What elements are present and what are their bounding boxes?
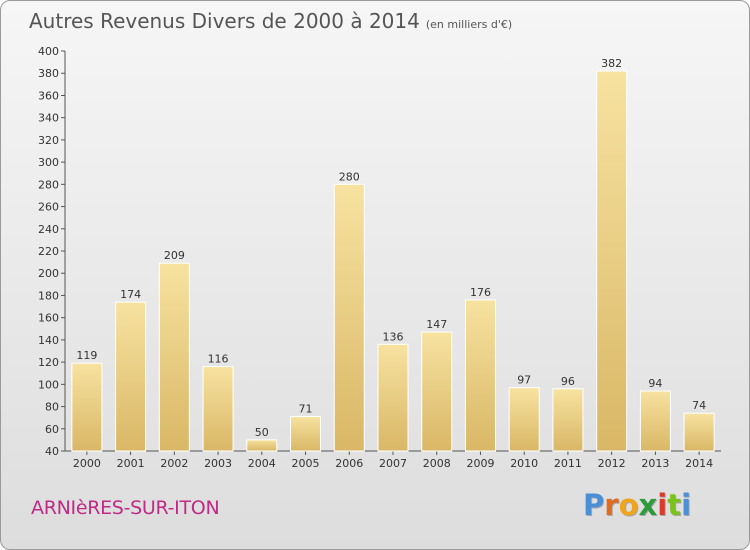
data-label-2012: 382 xyxy=(601,57,622,70)
y-tick-label: 100 xyxy=(38,378,59,391)
data-label-2007: 136 xyxy=(383,330,404,343)
y-tick-label: 280 xyxy=(38,178,59,191)
y-axis: 40 60 80 100 120 140 160 180 200 220 240 260 280 300 3… xyxy=(38,45,66,458)
y-tick-label: 160 xyxy=(38,312,59,325)
bar-2014 xyxy=(683,412,715,452)
y-tick-label: 200 xyxy=(38,267,59,280)
x-tick-label-2000: 2000 xyxy=(73,457,101,470)
y-tick-label: 120 xyxy=(38,356,59,369)
x-tick-label-2014: 2014 xyxy=(685,457,713,470)
logo-letter: P xyxy=(583,488,605,522)
y-tick-label: 180 xyxy=(38,289,59,302)
data-label-2008: 147 xyxy=(426,318,447,331)
x-axis: 2000 2001 2002 2003 2004 2005 2006 2007 2008 2009… xyxy=(65,450,721,470)
y-tick-label: 380 xyxy=(38,67,59,80)
data-label-2014: 74 xyxy=(692,399,706,412)
data-label-2002: 209 xyxy=(164,249,185,262)
proxiti-logo[interactable]: Proxiti xyxy=(583,488,691,522)
bar-2001 xyxy=(115,301,147,452)
x-tick-label-2004: 2004 xyxy=(248,457,276,470)
bar-2011 xyxy=(552,388,584,452)
x-tick-label-2013: 2013 xyxy=(641,457,669,470)
x-tick-label-2005: 2005 xyxy=(292,457,320,470)
y-tick-label: 40 xyxy=(45,445,59,458)
chart-title: Autres Revenus Divers de 2000 à 2014 (en … xyxy=(29,9,512,33)
logo-letter: x xyxy=(638,488,658,522)
data-label-2010: 97 xyxy=(517,374,531,387)
data-label-2005: 71 xyxy=(299,403,313,416)
chart-title-text: Autres Revenus Divers de 2000 à 2014 xyxy=(29,9,420,33)
bar-2009 xyxy=(464,299,496,452)
data-label-2011: 96 xyxy=(561,375,575,388)
y-tick-label: 220 xyxy=(38,245,59,258)
y-tick-label: 140 xyxy=(38,334,59,347)
x-tick-label-2003: 2003 xyxy=(204,457,232,470)
y-tick-label: 240 xyxy=(38,223,59,236)
bars-group xyxy=(71,70,715,452)
chart-subtitle: (en milliers d'€) xyxy=(425,18,513,31)
y-tick-label: 340 xyxy=(38,112,59,125)
x-tick-label-2010: 2010 xyxy=(510,457,538,470)
data-labels-group: 119 174 209 116 50 71 280 136 147 176 97 96 382 94 74 xyxy=(76,57,706,439)
y-tick-label: 300 xyxy=(38,156,59,169)
data-label-2004: 50 xyxy=(255,426,269,439)
bar-2007 xyxy=(377,343,409,452)
data-label-2000: 119 xyxy=(76,349,97,362)
x-tick-label-2006: 2006 xyxy=(335,457,363,470)
y-tick-label: 60 xyxy=(45,423,59,436)
bar-2010 xyxy=(508,387,540,452)
y-tick-label: 80 xyxy=(45,401,59,414)
bar-2008 xyxy=(421,331,453,452)
bar-2006 xyxy=(333,183,365,452)
bar-2002 xyxy=(158,262,190,452)
x-tick-label-2007: 2007 xyxy=(379,457,407,470)
x-tick-label-2002: 2002 xyxy=(160,457,188,470)
data-label-2003: 116 xyxy=(208,353,229,366)
bar-2012 xyxy=(596,70,628,452)
place-name: ARNIèRES-SUR-ITON xyxy=(31,497,220,519)
x-tick-label-2011: 2011 xyxy=(554,457,582,470)
y-tick-label: 260 xyxy=(38,201,59,214)
logo-letter: i xyxy=(681,488,692,522)
bar-2004 xyxy=(246,439,278,452)
y-tick-label: 360 xyxy=(38,89,59,102)
y-tick-label: 400 xyxy=(38,45,59,58)
bar-2005 xyxy=(290,416,322,452)
bar-2000 xyxy=(71,362,103,452)
data-label-2013: 94 xyxy=(648,377,662,390)
x-tick-label-2012: 2012 xyxy=(598,457,626,470)
data-label-2001: 174 xyxy=(120,288,141,301)
y-tick-label: 320 xyxy=(38,134,59,147)
data-label-2006: 280 xyxy=(339,170,360,183)
x-tick-label-2001: 2001 xyxy=(117,457,145,470)
logo-letter: t xyxy=(667,488,682,522)
x-tick-label-2008: 2008 xyxy=(423,457,451,470)
x-tick-label-2009: 2009 xyxy=(466,457,494,470)
data-label-2009: 176 xyxy=(470,286,491,299)
bar-2003 xyxy=(202,366,234,452)
logo-letter: r xyxy=(604,488,619,522)
bar-2013 xyxy=(639,390,671,452)
logo-letter: o xyxy=(618,488,639,522)
logo-letter: i xyxy=(657,488,668,522)
